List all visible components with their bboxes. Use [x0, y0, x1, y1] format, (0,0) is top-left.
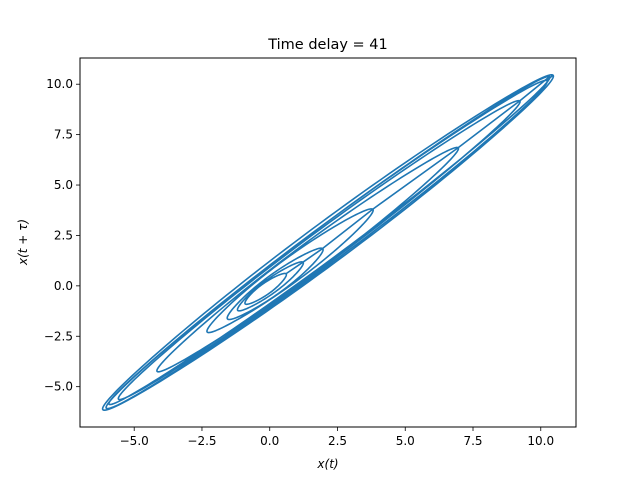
x-tick-label: −2.5	[187, 434, 216, 448]
y-tick-label: −5.0	[44, 380, 73, 394]
y-axis: −5.0 −2.5 0.0 2.5 5.0 7.5 10.0	[44, 77, 80, 394]
x-tick-label: 10.0	[527, 434, 554, 448]
chart-title: Time delay = 41	[267, 37, 388, 53]
y-tick-label: 2.5	[54, 228, 73, 242]
series-line	[101, 74, 555, 411]
y-tick-label: 5.0	[54, 178, 73, 192]
axes-frame	[79, 57, 577, 428]
x-axis-label: x(t)	[316, 457, 338, 471]
y-tick-label: −2.5	[44, 329, 73, 343]
y-tick-label: 7.5	[54, 128, 73, 142]
y-tick-label: 10.0	[46, 77, 73, 91]
x-tick-label: 7.5	[463, 434, 482, 448]
x-tick-label: 5.0	[396, 434, 415, 448]
plot-area	[101, 74, 555, 411]
x-tick-label: 2.5	[328, 434, 347, 448]
x-tick-label: 0.0	[260, 434, 279, 448]
y-axis-label: x(t + τ)	[16, 219, 30, 266]
y-tick-label: 0.0	[54, 279, 73, 293]
x-tick-label: −5.0	[120, 434, 149, 448]
x-axis: −5.0 −2.5 0.0 2.5 5.0 7.5 10.0	[120, 427, 554, 448]
